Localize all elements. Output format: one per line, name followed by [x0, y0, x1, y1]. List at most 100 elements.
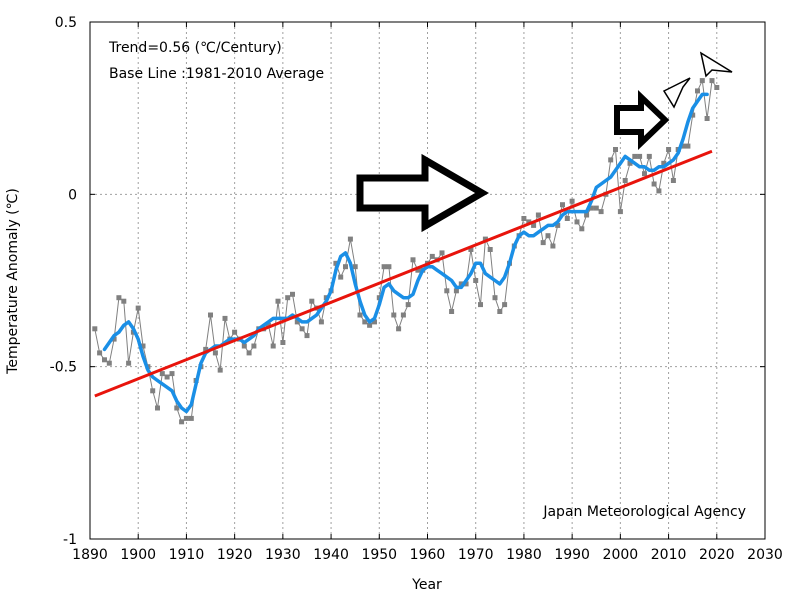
x-axis-title: Year — [411, 577, 442, 593]
y-tick-label: -0.5 — [50, 360, 77, 376]
annual-anomaly-point — [174, 405, 180, 411]
annual-anomaly-point — [642, 171, 647, 177]
x-tick-label: 2010 — [651, 547, 687, 563]
annual-anomaly-point — [579, 226, 585, 232]
annual-anomaly-point — [241, 343, 247, 349]
annual-anomaly-point — [632, 153, 638, 159]
x-tick-label: 1930 — [265, 547, 301, 563]
annual-anomaly-point — [106, 360, 112, 366]
annual-anomaly-point — [135, 305, 141, 311]
annual-anomaly-point — [155, 405, 160, 411]
annual-anomaly-point — [415, 267, 421, 273]
annual-anomaly-point — [704, 116, 710, 121]
tick-labels: 1890 1900 1910 1920 1930 1940 1950 1960 1970 1980… — [50, 15, 783, 563]
annual-anomaly-point — [487, 247, 493, 252]
x-tick-label: 1910 — [169, 547, 205, 563]
annual-anomaly-point — [613, 147, 618, 152]
annual-anomaly-point — [666, 147, 672, 152]
annual-anomaly-point — [280, 340, 286, 345]
source-annotation: Japan Meteorological Agency — [542, 504, 746, 520]
trend-annotation: Trend=0.56 (℃/Century) — [108, 40, 282, 56]
x-tick-label: 1940 — [313, 547, 349, 563]
x-tick-label: 1970 — [458, 547, 494, 563]
x-tick-label: 1950 — [361, 547, 397, 563]
annual-anomaly-point — [540, 240, 546, 246]
annual-anomaly-point — [275, 298, 281, 304]
x-tick-label: 2030 — [747, 547, 783, 563]
annual-anomaly-point — [251, 343, 257, 349]
x-tick-label: 2020 — [699, 547, 735, 563]
annual-anomaly-point — [169, 371, 175, 377]
annual-anomaly-point — [309, 298, 315, 304]
annual-anomaly-point — [458, 281, 464, 287]
annual-anomaly-point — [396, 326, 402, 332]
annual-anomaly-point — [299, 326, 305, 332]
annual-anomaly-point — [212, 350, 218, 356]
annual-anomaly-point — [478, 302, 483, 308]
annual-anomaly-point — [391, 312, 397, 318]
annual-anomaly-point — [92, 326, 98, 332]
annual-anomaly-point — [400, 312, 406, 318]
annual-anomaly-point — [588, 205, 594, 211]
x-tick-label: 2000 — [603, 547, 639, 563]
x-tick-label: 1900 — [120, 547, 156, 563]
small-arrow-icon — [614, 89, 670, 151]
annual-anomaly-point — [217, 367, 223, 373]
annual-anomaly-point — [352, 264, 358, 270]
annual-anomaly-point — [622, 178, 628, 183]
annual-anomaly-point — [121, 298, 127, 304]
annual-anomaly-point — [410, 257, 416, 263]
annual-anomaly-point — [140, 343, 146, 349]
annual-anomaly-point — [343, 264, 348, 270]
annual-anomaly-point — [338, 274, 344, 280]
annual-anomaly-point — [714, 85, 720, 90]
annual-anomaly-point — [637, 153, 643, 159]
baseline-annotation: Base Line :1981-2010 Average — [109, 66, 324, 82]
annual-anomaly-point — [232, 329, 238, 335]
annual-anomaly-point — [150, 388, 156, 394]
annual-anomaly-point — [294, 319, 300, 325]
annual-anomaly-point — [699, 78, 705, 84]
x-tick-label: 1990 — [554, 547, 590, 563]
annual-anomaly-point — [347, 236, 353, 242]
y-tick-label: 0 — [68, 187, 77, 203]
annual-anomaly-point — [429, 253, 435, 259]
annual-anomaly-point — [690, 112, 696, 118]
annual-anomaly-point — [550, 243, 556, 249]
annual-anomaly-point — [203, 346, 209, 352]
rightward-arrow-icon — [699, 51, 733, 78]
annual-anomaly-point — [179, 419, 185, 425]
annual-anomaly-point — [318, 319, 324, 325]
annual-anomaly-point — [111, 336, 117, 342]
annual-anomaly-point — [270, 343, 276, 349]
annual-anomaly-point — [535, 212, 541, 218]
annual-anomaly-point — [159, 371, 165, 377]
annual-anomaly-point — [444, 288, 450, 294]
annual-anomaly-point — [651, 181, 657, 187]
annual-anomaly-point — [164, 374, 170, 380]
y-tick-label: 0.5 — [55, 15, 77, 31]
upward-arrow-icon — [662, 77, 691, 109]
x-tick-label: 1980 — [506, 547, 542, 563]
annual-anomaly-point — [497, 309, 503, 314]
y-axis-title: Temperature Anomaly (℃) — [5, 188, 21, 375]
annual-anomaly-point — [367, 322, 373, 328]
annual-anomaly-point — [473, 278, 479, 283]
annual-anomaly-point — [116, 295, 122, 301]
annual-anomaly-point — [265, 322, 271, 328]
annual-anomaly-point — [685, 143, 691, 149]
annual-anomaly-point — [246, 350, 252, 356]
large-arrow-icon — [356, 153, 489, 233]
x-tick-label: 1920 — [217, 547, 253, 563]
annual-anomaly-point — [439, 250, 445, 256]
annual-anomaly-point — [449, 309, 455, 314]
annual-anomaly-point — [290, 291, 295, 297]
series-layer — [92, 78, 720, 425]
annual-anomaly-point — [574, 219, 580, 225]
annual-anomaly-point — [502, 302, 508, 308]
trend-line — [94, 149, 713, 398]
annual-anomaly-point — [608, 157, 614, 163]
annual-anomaly-point — [468, 247, 474, 252]
annual-anomaly-point — [372, 319, 377, 325]
